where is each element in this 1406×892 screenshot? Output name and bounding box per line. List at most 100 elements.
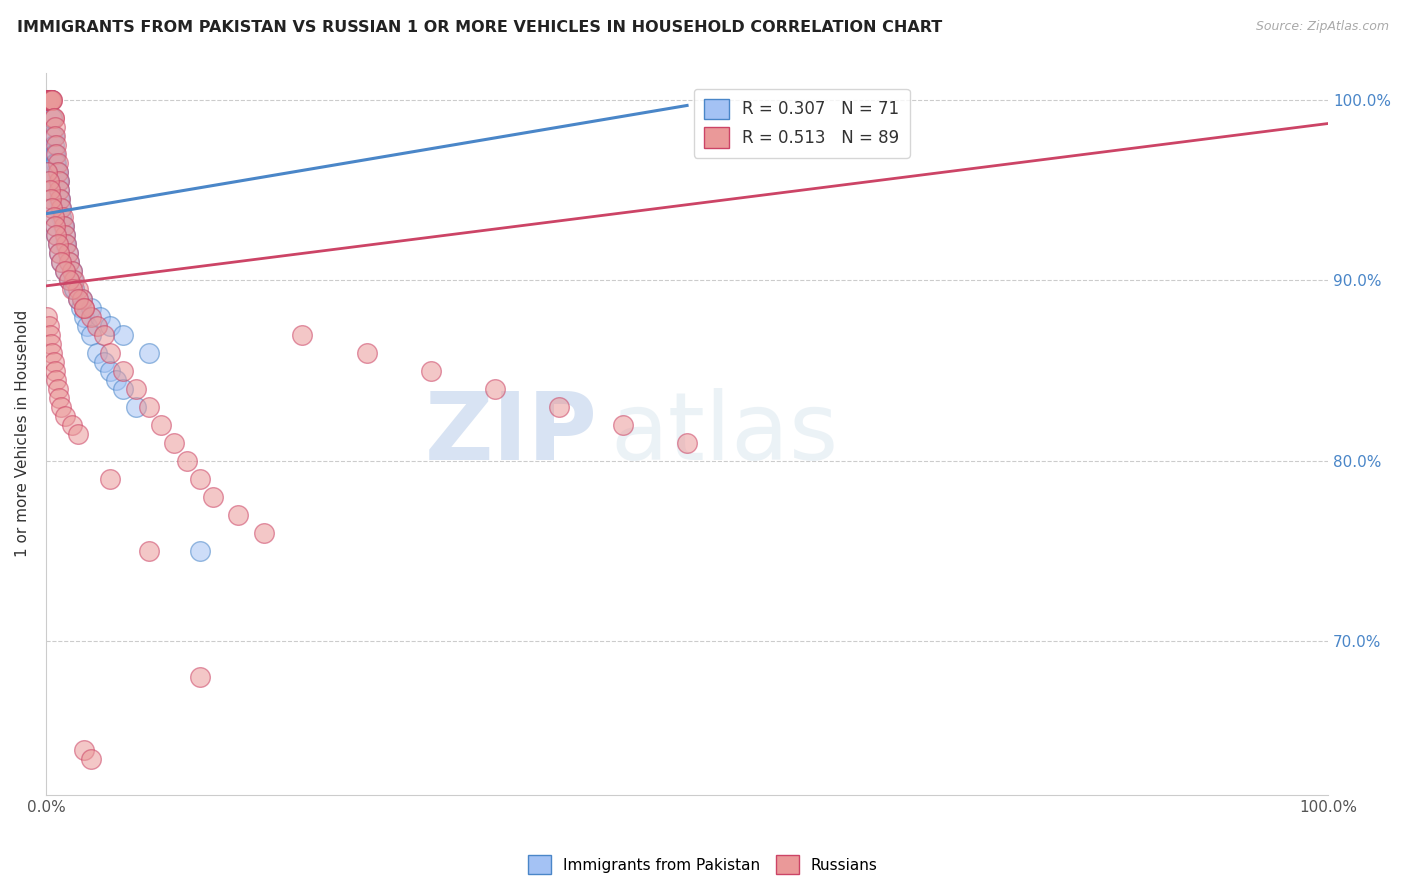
Point bbox=[38, 93, 60, 107]
Point bbox=[37, 165, 59, 179]
Point bbox=[188, 472, 211, 486]
Point bbox=[45, 156, 67, 170]
Text: atlas: atlas bbox=[610, 388, 838, 480]
Point bbox=[58, 273, 80, 287]
Point bbox=[125, 382, 148, 396]
Point bbox=[39, 93, 62, 107]
Point bbox=[188, 670, 211, 684]
Point bbox=[66, 292, 89, 306]
Point bbox=[70, 292, 93, 306]
Point bbox=[44, 364, 66, 378]
Point bbox=[105, 373, 128, 387]
Point bbox=[45, 165, 67, 179]
Point bbox=[51, 202, 73, 216]
Point bbox=[38, 93, 60, 107]
Point bbox=[49, 192, 72, 206]
Point bbox=[38, 93, 60, 107]
Point bbox=[163, 435, 186, 450]
Point bbox=[63, 283, 86, 297]
Point bbox=[42, 111, 65, 125]
Point bbox=[612, 417, 634, 432]
Point bbox=[38, 318, 60, 333]
Point bbox=[52, 211, 75, 225]
Point bbox=[86, 318, 108, 333]
Point bbox=[62, 273, 84, 287]
Point bbox=[53, 409, 76, 423]
Point bbox=[484, 382, 506, 396]
Point bbox=[46, 165, 69, 179]
Point bbox=[39, 192, 62, 206]
Point bbox=[37, 310, 59, 324]
Point bbox=[46, 237, 69, 252]
Point bbox=[44, 147, 66, 161]
Point bbox=[66, 283, 89, 297]
Point bbox=[58, 255, 80, 269]
Point bbox=[48, 174, 70, 188]
Point bbox=[51, 400, 73, 414]
Point bbox=[111, 364, 134, 378]
Point bbox=[73, 310, 96, 324]
Point bbox=[48, 183, 70, 197]
Point bbox=[98, 472, 121, 486]
Point bbox=[150, 417, 173, 432]
Point bbox=[45, 138, 67, 153]
Point bbox=[73, 742, 96, 756]
Legend: Immigrants from Pakistan, Russians: Immigrants from Pakistan, Russians bbox=[522, 849, 884, 880]
Point bbox=[38, 93, 60, 107]
Point bbox=[37, 93, 59, 107]
Point bbox=[547, 400, 569, 414]
Point bbox=[356, 345, 378, 359]
Point bbox=[39, 93, 62, 107]
Point bbox=[39, 336, 62, 351]
Point bbox=[201, 490, 224, 504]
Point bbox=[48, 183, 70, 197]
Point bbox=[66, 292, 89, 306]
Point bbox=[52, 219, 75, 234]
Text: Source: ZipAtlas.com: Source: ZipAtlas.com bbox=[1256, 20, 1389, 33]
Point bbox=[419, 364, 441, 378]
Point bbox=[52, 219, 75, 234]
Point bbox=[53, 228, 76, 243]
Point bbox=[676, 435, 699, 450]
Point bbox=[125, 400, 148, 414]
Point bbox=[70, 292, 93, 306]
Point bbox=[39, 192, 62, 206]
Point bbox=[41, 93, 63, 107]
Point bbox=[38, 93, 60, 107]
Point bbox=[44, 156, 66, 170]
Point bbox=[39, 93, 62, 107]
Point bbox=[38, 183, 60, 197]
Point bbox=[44, 120, 66, 134]
Point bbox=[58, 255, 80, 269]
Point bbox=[37, 93, 59, 107]
Point bbox=[45, 147, 67, 161]
Point bbox=[44, 219, 66, 234]
Point bbox=[56, 246, 79, 260]
Point bbox=[60, 264, 83, 278]
Point bbox=[48, 246, 70, 260]
Point bbox=[80, 310, 103, 324]
Point bbox=[42, 147, 65, 161]
Point bbox=[89, 310, 111, 324]
Point bbox=[93, 354, 115, 368]
Point bbox=[66, 426, 89, 441]
Point bbox=[44, 129, 66, 144]
Point bbox=[98, 345, 121, 359]
Point bbox=[46, 237, 69, 252]
Point bbox=[138, 544, 160, 558]
Point bbox=[37, 93, 59, 107]
Point bbox=[60, 283, 83, 297]
Point bbox=[80, 327, 103, 342]
Point bbox=[63, 283, 86, 297]
Point bbox=[56, 246, 79, 260]
Point bbox=[73, 301, 96, 315]
Point bbox=[51, 202, 73, 216]
Point bbox=[53, 264, 76, 278]
Point bbox=[98, 364, 121, 378]
Point bbox=[45, 228, 67, 243]
Point bbox=[73, 301, 96, 315]
Point bbox=[80, 751, 103, 765]
Point bbox=[55, 237, 77, 252]
Text: IMMIGRANTS FROM PAKISTAN VS RUSSIAN 1 OR MORE VEHICLES IN HOUSEHOLD CORRELATION : IMMIGRANTS FROM PAKISTAN VS RUSSIAN 1 OR… bbox=[17, 20, 942, 35]
Point bbox=[86, 345, 108, 359]
